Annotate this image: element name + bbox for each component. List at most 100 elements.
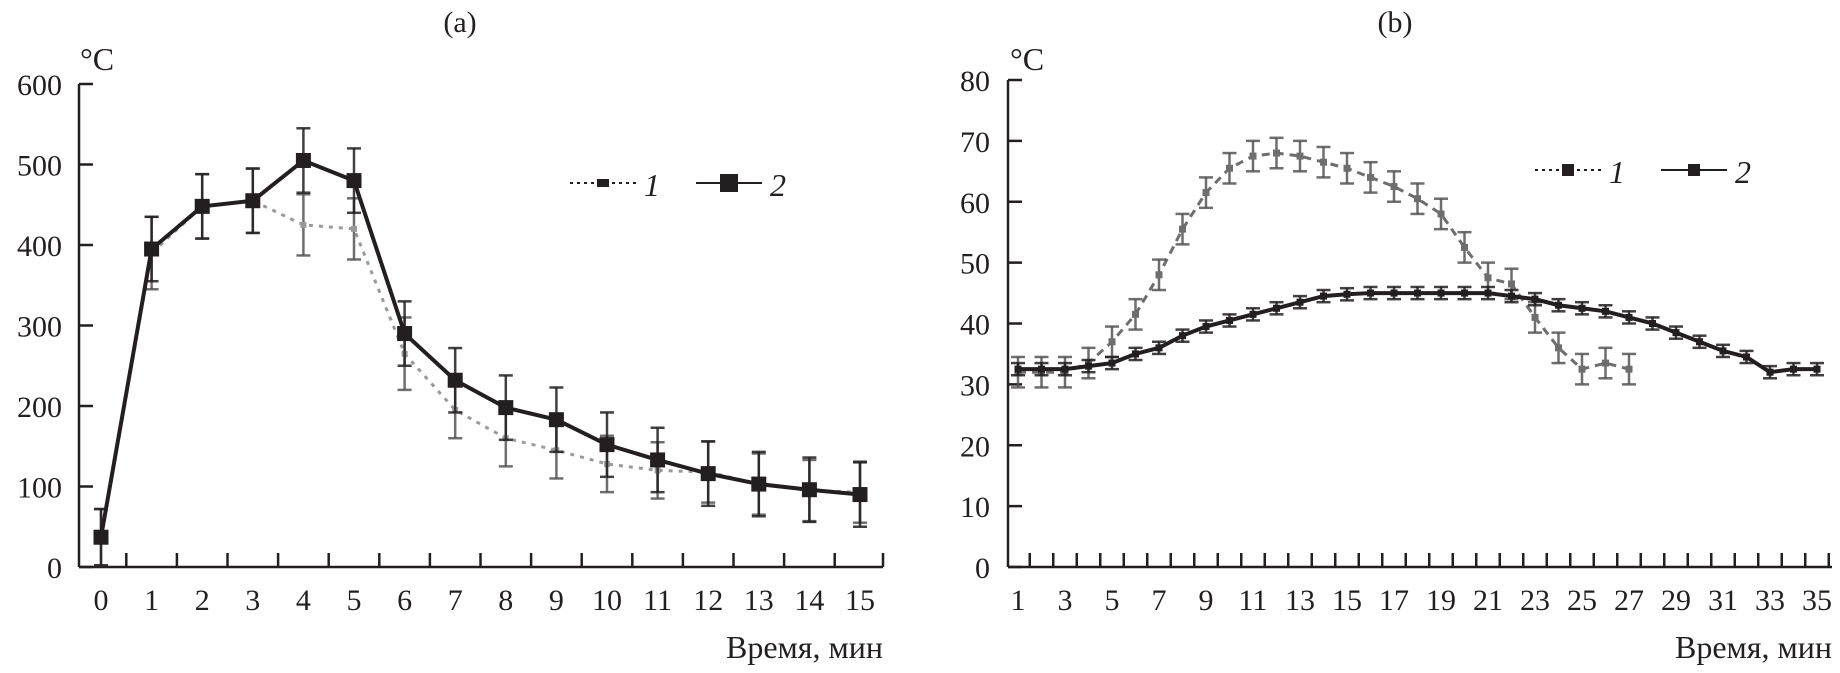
data-point: [1226, 164, 1233, 172]
legend-swatch-marker: [720, 174, 738, 192]
data-point: [1461, 243, 1468, 251]
data-point: [852, 487, 868, 503]
data-point: [245, 193, 261, 209]
legend-item-1: 1: [570, 167, 660, 203]
data-point: [1296, 152, 1304, 160]
data-point: [1343, 290, 1351, 298]
y-tick-label: 100: [17, 472, 62, 505]
x-tick-label: 35: [1802, 584, 1832, 617]
data-point: [1320, 158, 1327, 166]
data-point: [1625, 313, 1633, 321]
x-tick-label: 7: [1152, 584, 1167, 617]
data-point: [1108, 338, 1116, 346]
x-tick-label: 29: [1661, 584, 1691, 617]
x-tick-label: 8: [498, 584, 513, 617]
data-point: [700, 466, 716, 482]
x-tick-label: 12: [693, 584, 723, 617]
legend-swatch-marker: [1562, 164, 1574, 176]
y-tick-label: 500: [17, 150, 62, 183]
data-point: [1437, 210, 1445, 218]
y-tick-label: 0: [47, 552, 62, 585]
data-point: [1790, 365, 1797, 373]
data-point: [1649, 320, 1656, 327]
data-point: [1531, 313, 1539, 321]
data-point: [650, 452, 666, 468]
series-2: [1011, 285, 1824, 380]
x-tick-label: 15: [845, 584, 875, 617]
data-point: [1625, 365, 1633, 373]
data-point: [1531, 295, 1539, 303]
x-tick-label: 25: [1567, 584, 1597, 617]
legend-label: 2: [1735, 154, 1751, 190]
x-tick-label: 7: [448, 584, 463, 617]
data-point: [1484, 274, 1492, 282]
data-point: [1249, 310, 1257, 318]
x-tick-label: 1: [1011, 584, 1026, 617]
data-point: [346, 173, 362, 189]
data-point: [1108, 359, 1116, 367]
data-point: [1555, 301, 1562, 309]
data-point: [1437, 289, 1445, 297]
x-tick-label: 10: [592, 584, 622, 617]
data-point: [1179, 225, 1186, 233]
x-tick-label: 27: [1614, 584, 1644, 617]
legend-swatch-marker: [597, 179, 609, 187]
legend-label: 1: [1609, 154, 1625, 190]
panel-b-title: (b): [1378, 6, 1413, 39]
data-point: [1155, 344, 1163, 352]
series-line-1: [99, 199, 861, 538]
data-point: [599, 437, 615, 453]
legend-label: 2: [770, 167, 786, 203]
panel-b-series: [1011, 136, 1824, 389]
y-tick-label: 300: [17, 311, 62, 344]
data-point: [447, 372, 463, 388]
data-point: [1719, 347, 1727, 355]
panel-b-y-unit: °C: [1010, 41, 1044, 77]
data-point: [1085, 362, 1092, 370]
x-tick-label: 5: [347, 584, 362, 617]
x-tick-label: 14: [794, 584, 824, 617]
data-point: [1249, 152, 1257, 160]
data-point: [1696, 338, 1703, 346]
data-point: [1602, 359, 1609, 367]
data-point: [1296, 298, 1304, 306]
x-tick-label: 33: [1755, 584, 1785, 617]
data-point: [1367, 289, 1374, 297]
legend-label: 1: [644, 167, 660, 203]
x-tick-label: 9: [1199, 584, 1214, 617]
data-point: [1766, 368, 1774, 376]
x-tick-label: 0: [94, 584, 109, 617]
series-2: [93, 127, 868, 567]
x-tick-label: 3: [245, 584, 260, 617]
panel-a-title: (a): [443, 6, 476, 39]
legend-item-2: 2: [696, 167, 786, 203]
data-point: [1273, 304, 1280, 312]
y-tick-label: 400: [17, 230, 62, 263]
x-tick-label: 31: [1708, 584, 1738, 617]
legend-item-2: 2: [1661, 154, 1751, 190]
x-tick-label: 5: [1105, 584, 1120, 617]
panel-a-series: [93, 127, 868, 567]
data-point: [1014, 365, 1022, 373]
data-point: [1555, 344, 1562, 352]
data-point: [1179, 332, 1186, 340]
x-tick-label: 11: [643, 584, 672, 617]
data-point: [1602, 307, 1609, 315]
x-tick-label: 23: [1520, 584, 1550, 617]
series-1: [94, 167, 867, 567]
panel-a-y-unit: °C: [80, 41, 114, 77]
y-tick-label: 60: [960, 187, 990, 220]
data-point: [93, 529, 109, 545]
data-point: [1367, 173, 1374, 181]
data-point: [1202, 323, 1210, 331]
data-point: [144, 241, 160, 257]
x-tick-label: 6: [397, 584, 412, 617]
data-point: [1578, 304, 1586, 312]
data-point: [1743, 353, 1750, 361]
data-point: [1508, 292, 1515, 300]
